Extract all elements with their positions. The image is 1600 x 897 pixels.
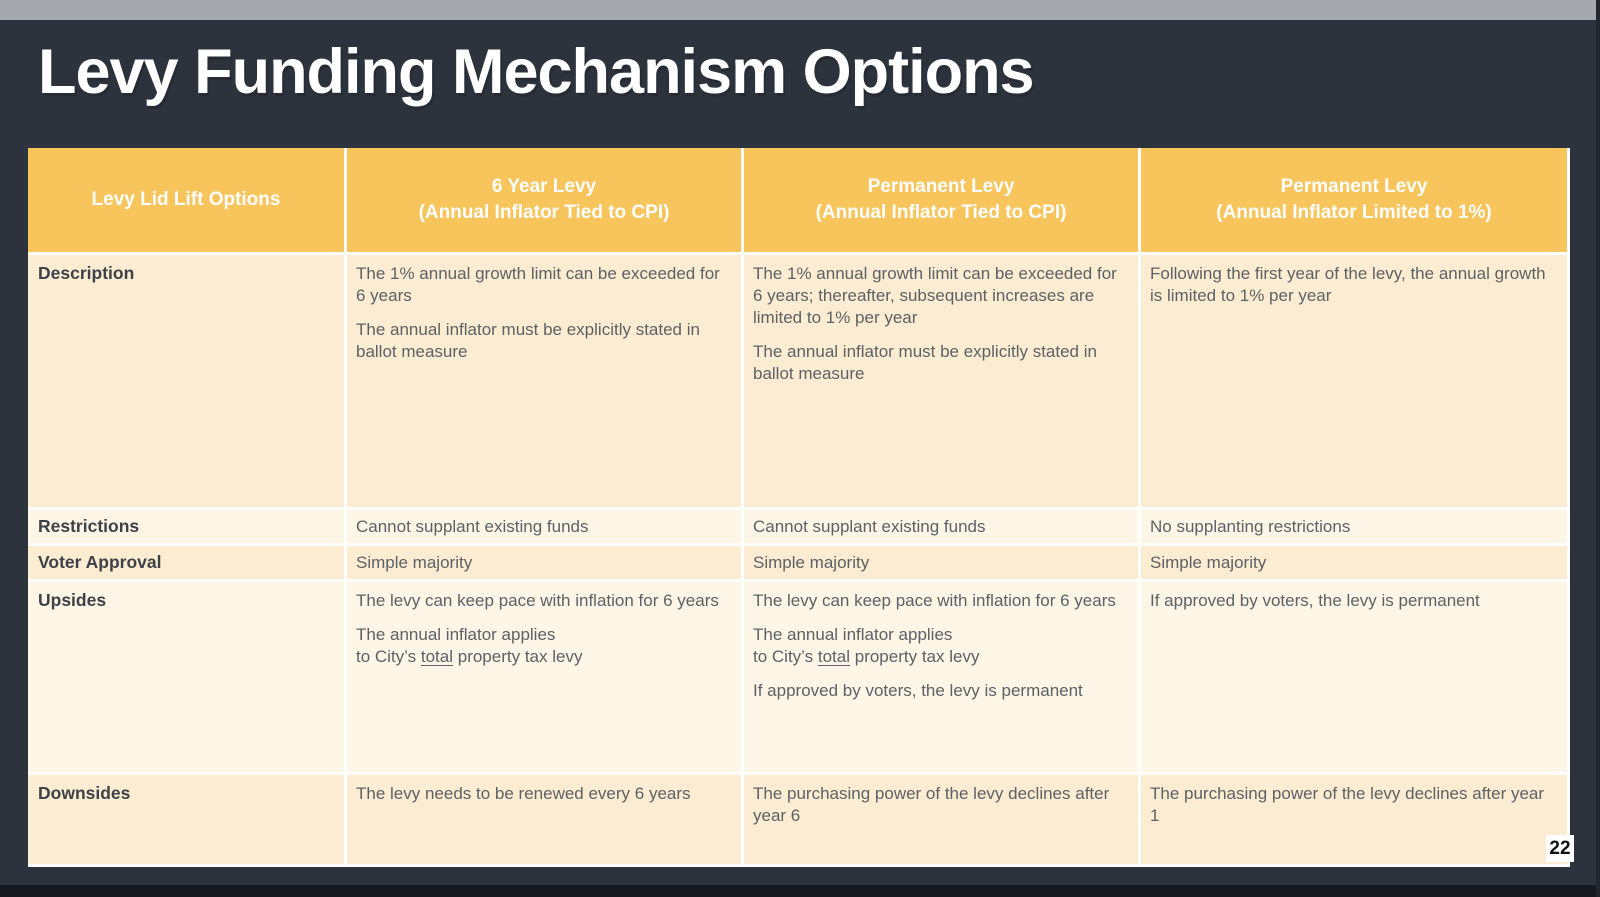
cell-paragraph: Simple majority xyxy=(1150,553,1267,572)
table-row: Upsides The levy can keep pace with infla… xyxy=(28,579,1570,772)
row-label: Restrictions xyxy=(38,516,140,536)
table-row: Restrictions Cannot supplant existing fun… xyxy=(28,507,1570,543)
column-header-permanent-levy-1pct: Permanent Levy (Annual Inflator Limited … xyxy=(1138,148,1570,252)
table-cell: Cannot supplant existing funds xyxy=(741,510,1138,543)
header-line: Permanent Levy xyxy=(867,176,1015,197)
table-cell: Following the first year of the levy, th… xyxy=(1138,255,1570,507)
underlined-text: total xyxy=(817,647,851,666)
table-cell: No supplanting restrictions xyxy=(1138,510,1570,543)
cell-paragraph: The levy can keep pace with inflation fo… xyxy=(356,591,719,610)
column-header-6-year-levy: 6 Year Levy (Annual Inflator Tied to CPI… xyxy=(344,148,741,252)
cell-paragraph: The 1% annual growth limit can be exceed… xyxy=(356,264,725,305)
table-body: Description The 1% annual growth limit ca… xyxy=(28,252,1570,864)
cell-paragraph: The levy can keep pace with inflation fo… xyxy=(753,591,1116,610)
table-cell: The levy needs to be renewed every 6 yea… xyxy=(344,775,741,864)
table-cell: The levy can keep pace with inflation fo… xyxy=(344,582,741,772)
table-row: Voter Approval Simple majority Simple majo… xyxy=(28,543,1570,579)
cell-paragraph: If approved by voters, the levy is perma… xyxy=(1150,591,1480,610)
cell-paragraph: Following the first year of the levy, th… xyxy=(1150,264,1551,305)
header-line: (Annual Inflator Tied to CPI) xyxy=(418,202,670,223)
table-cell: The purchasing power of the levy decline… xyxy=(741,775,1138,864)
header-line: 6 Year Levy xyxy=(491,176,597,197)
table-cell: Simple majority xyxy=(1138,546,1570,579)
column-header-permanent-levy-cpi: Permanent Levy (Annual Inflator Tied to … xyxy=(741,148,1138,252)
table-row: Description The 1% annual growth limit ca… xyxy=(28,252,1570,507)
table-cell: If approved by voters, the levy is perma… xyxy=(1138,582,1570,772)
cell-paragraph: The annual inflator must be explicitly s… xyxy=(356,320,705,361)
page-number-badge: 22 xyxy=(1546,835,1574,862)
right-edge-bar xyxy=(1596,0,1600,897)
header-line: (Annual Inflator Limited to 1%) xyxy=(1216,202,1492,223)
header-line: (Annual Inflator Tied to CPI) xyxy=(815,202,1067,223)
table-cell: Simple majority xyxy=(344,546,741,579)
row-label: Voter Approval xyxy=(38,552,162,572)
table-header-row: Levy Lid Lift Options 6 Year Levy (Annua… xyxy=(28,148,1570,252)
cell-paragraph: The annual inflator must be explicitly s… xyxy=(753,342,1102,383)
table-cell: Cannot supplant existing funds xyxy=(344,510,741,543)
header-line: Levy Lid Lift Options xyxy=(91,189,281,210)
table-cell: The 1% annual growth limit can be exceed… xyxy=(344,255,741,507)
row-label: Description xyxy=(38,263,135,283)
cell-paragraph: The annual inflator applies to City’s to… xyxy=(753,625,980,666)
table-row: Downsides The levy needs to be renewed ev… xyxy=(28,772,1570,864)
table-cell: The levy can keep pace with inflation fo… xyxy=(741,582,1138,772)
row-label: Downsides xyxy=(38,783,131,803)
cell-paragraph: Cannot supplant existing funds xyxy=(753,517,986,536)
cell-paragraph: Simple majority xyxy=(753,553,870,572)
levy-options-table: Levy Lid Lift Options 6 Year Levy (Annua… xyxy=(28,148,1570,867)
slide-title: Levy Funding Mechanism Options xyxy=(38,37,1035,107)
cell-paragraph: The 1% annual growth limit can be exceed… xyxy=(753,264,1122,327)
cell-paragraph: Simple majority xyxy=(356,553,473,572)
table-cell: Simple majority xyxy=(741,546,1138,579)
bottom-edge-bar xyxy=(0,885,1600,897)
cell-paragraph: The levy needs to be renewed every 6 yea… xyxy=(356,784,691,803)
cell-paragraph: No supplanting restrictions xyxy=(1150,517,1351,536)
table-cell: The 1% annual growth limit can be exceed… xyxy=(741,255,1138,507)
cell-paragraph: The purchasing power of the levy decline… xyxy=(1150,784,1549,825)
row-label: Upsides xyxy=(38,590,107,610)
table-cell: The purchasing power of the levy decline… xyxy=(1138,775,1570,864)
window-chrome-bar xyxy=(0,0,1600,20)
column-header-levy-lid-lift-options: Levy Lid Lift Options xyxy=(28,148,344,252)
cell-paragraph: Cannot supplant existing funds xyxy=(356,517,589,536)
cell-paragraph: The annual inflator applies to City’s to… xyxy=(356,625,583,666)
underlined-text: total xyxy=(420,647,454,666)
cell-paragraph: The purchasing power of the levy decline… xyxy=(753,784,1114,825)
cell-paragraph: If approved by voters, the levy is perma… xyxy=(753,681,1083,700)
header-line: Permanent Levy xyxy=(1280,176,1428,197)
